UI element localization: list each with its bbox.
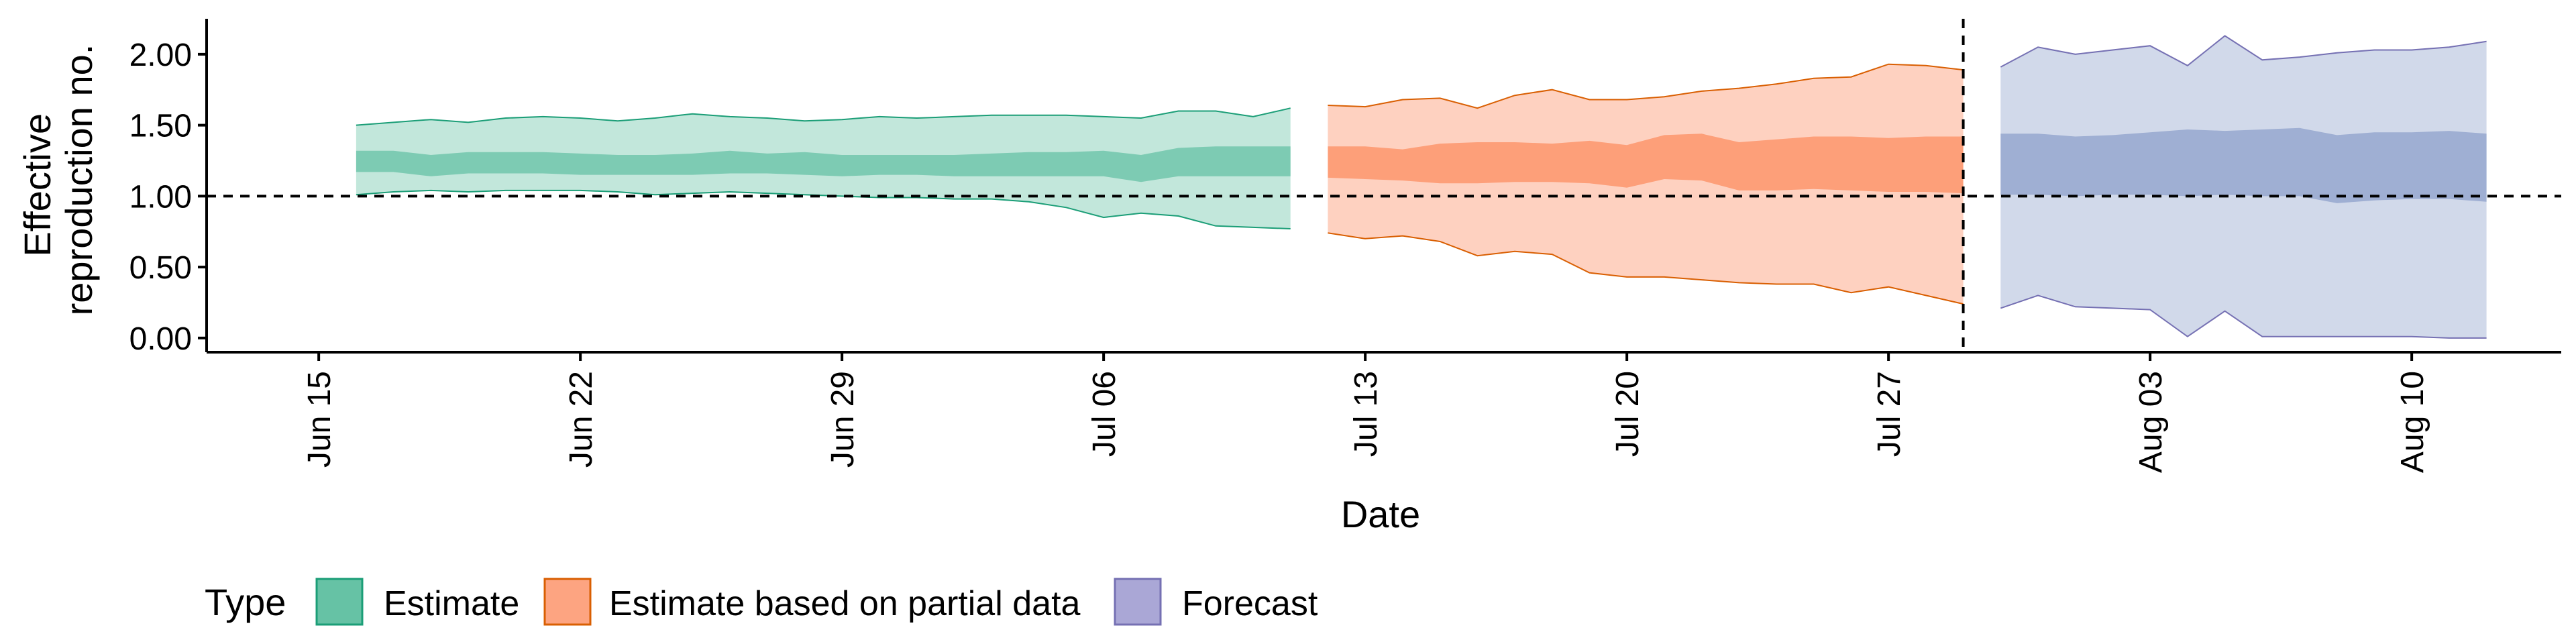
x-tick-label: Aug 03 [2133,371,2169,473]
y-tick-label: 2.00 [129,38,192,73]
x-tick-label: Jun 29 [825,371,861,468]
y-tick-label: 1.50 [129,109,192,144]
x-tick-label: Jul 27 [1872,371,1907,457]
band-50-estimate [356,146,1291,182]
legend: Type Estimate Estimate based on partial … [205,578,1318,626]
y-axis-label-line-2: reproduction no. [58,44,100,316]
legend-label-estimate: Estimate [384,584,519,623]
y-tick-label: 1.00 [129,179,192,215]
chart-bands [356,35,2487,339]
legend-title: Type [205,581,286,623]
x-axis-ticks: Jun 15 Jun 22 Jun 29 Jul 06 Jul 13 Jul 20 Jul … [302,352,2430,473]
band-lower-edge-forecast [2000,294,2487,339]
legend-key-estimate [315,578,364,626]
chart-axes [205,19,2561,354]
reference-lines [207,19,2561,352]
band-lower-edge-estimate-based-on-partial-data [1328,232,1964,305]
y-tick-label: 0.50 [129,250,192,286]
band-50-estimate-based-on-partial-data [1328,133,1964,194]
legend-label-forecast: Forecast [1182,584,1318,623]
x-tick-label: Jun 22 [564,371,599,468]
band-50-forecast [2000,127,2487,203]
x-tick-label: Jun 15 [302,371,337,468]
legend-label-partial-data: Estimate based on partial data [609,584,1081,623]
band-lower-edge-estimate [356,189,1291,229]
x-tick-label: Jul 06 [1087,371,1122,457]
band-upper-edge-forecast [2000,35,2487,68]
band-upper-edge-estimate [356,107,1291,126]
band-upper-edge-estimate-based-on-partial-data [1328,63,1964,109]
band-90-estimate-based-on-partial-data [1328,64,1964,305]
x-tick-label: Jul 20 [1610,371,1646,457]
legend-key-partial-data [543,578,592,626]
x-tick-label: Aug 10 [2395,371,2430,473]
x-axis-label: Date [1341,493,1420,535]
y-axis-label-line-1: Effective [16,113,58,257]
y-tick-label: 0.00 [129,321,192,357]
legend-key-forecast [1114,578,1162,626]
x-tick-label: Jul 13 [1348,371,1384,457]
y-axis-ticks: 0.00 0.50 1.00 1.50 2.00 [129,38,207,357]
y-axis-label: Effective reproduction no. [16,44,100,316]
